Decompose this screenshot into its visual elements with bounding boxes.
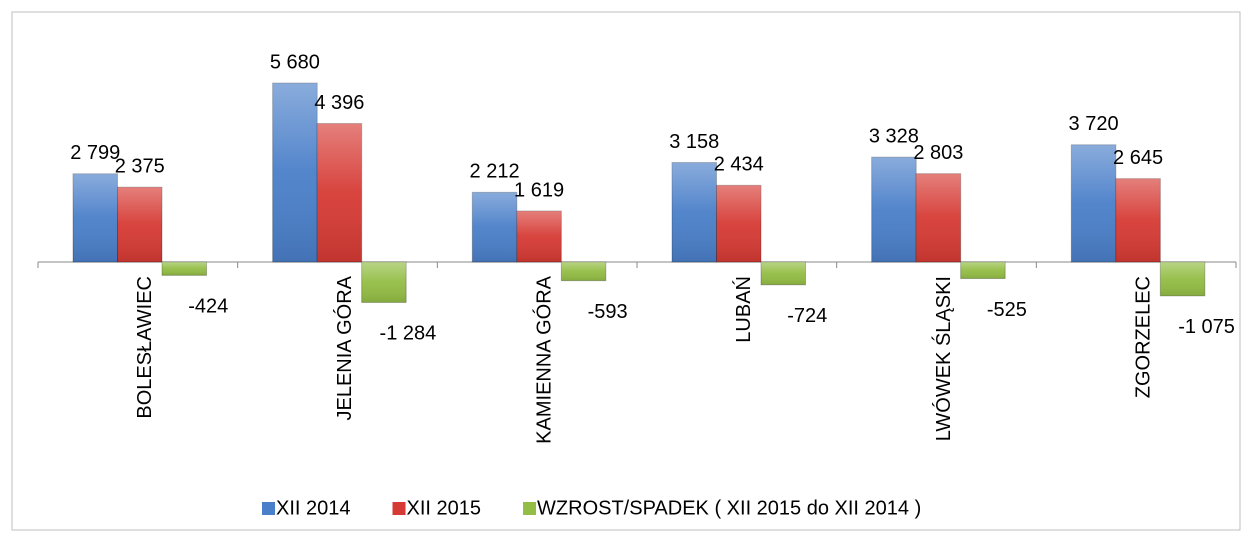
x-tick-label: JELENIA GÓRA	[333, 275, 356, 420]
x-tick-label: ZGORZELEC	[1132, 276, 1154, 398]
data-label: 3 720	[1069, 113, 1119, 135]
x-tick-label: LWÓWEK ŚLĄSKI	[931, 276, 955, 441]
data-label: 4 396	[314, 92, 364, 114]
legend-swatch	[523, 502, 537, 515]
bar	[1115, 178, 1161, 263]
data-label: 2 799	[70, 142, 120, 164]
bar	[1070, 144, 1117, 263]
legend-swatch	[262, 502, 275, 515]
x-tick-label: KAMIENNA GÓRA	[532, 275, 555, 443]
data-label: 2 434	[714, 154, 764, 176]
bar	[716, 184, 762, 263]
bar	[161, 261, 207, 276]
bar	[560, 261, 607, 282]
bar	[871, 156, 917, 263]
data-label: 5 680	[270, 51, 320, 73]
bar	[72, 173, 118, 263]
bar	[915, 173, 962, 263]
data-label: 2 645	[1113, 147, 1163, 169]
bar	[960, 261, 1006, 280]
legend-label: WZROST/SPADEK ( XII 2015 do XII 2014 )	[537, 497, 921, 519]
x-tick-label: LUBAŃ	[732, 276, 755, 343]
bar	[760, 261, 806, 286]
bar	[117, 186, 163, 263]
data-label: -593	[588, 301, 628, 323]
bar	[361, 261, 407, 303]
bar	[316, 123, 363, 263]
bar	[516, 210, 562, 263]
data-label: -1 075	[1178, 316, 1235, 338]
legend-label: XII 2014	[276, 497, 351, 519]
bar	[272, 82, 318, 263]
bar	[1159, 261, 1206, 297]
data-label: -1 284	[380, 323, 437, 345]
x-tick-label: BOLESŁAWIEC	[134, 276, 156, 419]
legend-label: XII 2015	[407, 497, 482, 519]
data-label: -424	[188, 296, 228, 318]
data-label: 1 619	[514, 179, 564, 201]
data-label: 3 158	[669, 131, 719, 153]
data-label: -525	[987, 299, 1027, 321]
data-label: 2 375	[115, 155, 165, 177]
data-label: 3 328	[869, 125, 919, 147]
legend-swatch	[392, 502, 406, 515]
data-label: 2 803	[913, 142, 963, 164]
chart-border	[11, 11, 1241, 531]
data-label: 2 212	[470, 161, 520, 183]
bar	[471, 191, 518, 263]
bar	[671, 162, 717, 263]
data-label: -724	[787, 305, 827, 327]
